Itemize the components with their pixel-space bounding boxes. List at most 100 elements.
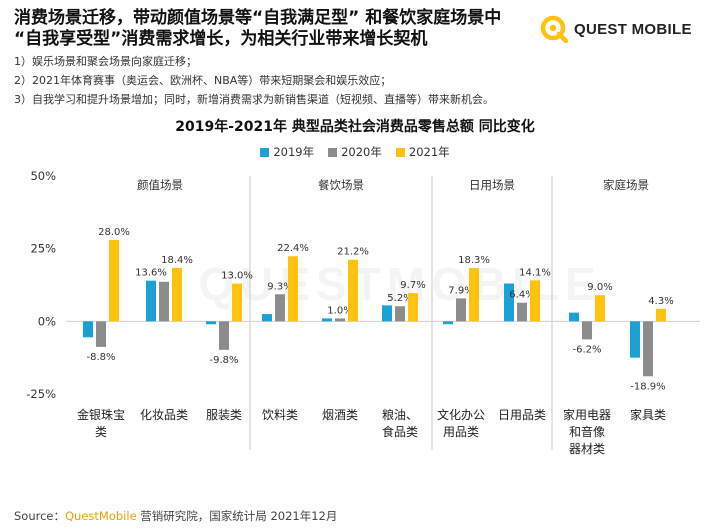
category-label: 服装类 xyxy=(206,408,242,422)
bar xyxy=(643,321,653,377)
chart-legend: 2019年 2020年 2021年 xyxy=(0,144,710,160)
bullet-list: 1）娱乐场景和聚会场景向家庭迁移； 2）2021年体育赛事（奥运会、欧洲杯、NB… xyxy=(14,52,654,109)
category-label: 化妆品类 xyxy=(140,408,188,422)
category-label: 烟酒类 xyxy=(322,408,358,422)
legend-swatch-2019 xyxy=(260,147,270,157)
data-label: 9.0% xyxy=(587,282,612,293)
legend-label-2020: 2020年 xyxy=(341,145,382,159)
watermark-text: QUESTMOBILE xyxy=(198,258,601,310)
category-label: 器材类 xyxy=(569,442,605,456)
data-label: 7.9% xyxy=(448,285,473,296)
bar xyxy=(322,318,332,322)
legend-item-2020: 2020年 xyxy=(328,144,382,160)
source-brand: QuestMobile xyxy=(65,509,137,523)
category-label: 家用电器 xyxy=(563,407,611,422)
group-title: 餐饮场景 xyxy=(318,178,364,192)
legend-item-2019: 2019年 xyxy=(260,144,314,160)
bar xyxy=(469,268,479,322)
data-label: -6.2% xyxy=(572,344,601,355)
bar xyxy=(172,267,182,322)
y-tick-label: -25% xyxy=(26,387,56,401)
bar xyxy=(395,306,405,322)
category-label: 饮料类 xyxy=(262,408,298,422)
source-suffix: 营销研究院，国家统计局 2021年12月 xyxy=(136,509,338,523)
data-label: -18.9% xyxy=(630,381,665,392)
category-label: 食品类 xyxy=(382,424,418,439)
data-label: 14.1% xyxy=(519,267,551,278)
quest-mobile-logo: QUEST MOBILE xyxy=(540,12,700,46)
group-title: 家庭场景 xyxy=(603,178,649,192)
y-tick-label: 25% xyxy=(30,242,56,256)
bar xyxy=(504,283,514,322)
legend-label-2021: 2021年 xyxy=(408,145,450,159)
data-label: 13.0% xyxy=(221,271,253,282)
category-label: 文化办公 xyxy=(437,407,485,422)
bar xyxy=(582,321,592,340)
group-title: 颜值场景 xyxy=(137,178,183,192)
data-label: 22.4% xyxy=(277,243,309,254)
bar xyxy=(109,239,119,322)
bar xyxy=(569,312,579,322)
data-label: 1.0% xyxy=(327,305,352,316)
category-label: 类 xyxy=(95,425,107,439)
data-label: 4.3% xyxy=(648,296,673,307)
data-label: 9.3% xyxy=(267,281,292,292)
headline: 消费场景迁移，带动颜值场景等“自我满足型” 和餐饮家庭场景中 “自我享受型”消费… xyxy=(14,8,534,50)
bar xyxy=(206,321,216,325)
category-label: 金银珠宝 xyxy=(77,407,125,422)
bar xyxy=(275,294,285,322)
legend-swatch-2020 xyxy=(328,147,338,157)
category-label: 粮油、 xyxy=(382,407,418,422)
legend-swatch-2021 xyxy=(395,147,405,157)
y-tick-label: 0% xyxy=(38,314,56,328)
quest-mobile-logo-icon xyxy=(540,15,568,43)
data-label: -8.8% xyxy=(86,352,115,363)
bar xyxy=(530,280,540,322)
data-label: 5.2% xyxy=(387,293,412,304)
legend-item-2021: 2021年 xyxy=(395,144,450,160)
bar xyxy=(146,280,156,322)
logo-text: QUEST MOBILE xyxy=(574,20,692,38)
bar xyxy=(219,321,229,350)
legend-label-2019: 2019年 xyxy=(273,145,315,159)
bar xyxy=(232,283,242,322)
bar xyxy=(83,321,93,338)
bar xyxy=(656,308,666,322)
category-label: 和音像 xyxy=(569,424,605,439)
bullet-item: 1）娱乐场景和聚会场景向家庭迁移； xyxy=(14,55,197,68)
bar xyxy=(262,314,272,322)
bar xyxy=(517,302,527,322)
bar xyxy=(288,256,298,322)
bullet-item: 3）自我学习和提升场景增加；同时，新增消费需求为新销售渠道（短视频、直播等）带来… xyxy=(14,93,494,106)
bar xyxy=(456,298,466,322)
category-label: 日用品类 xyxy=(498,408,546,422)
data-label: 13.6% xyxy=(135,268,167,279)
chart-title: 2019年-2021年 典型品类社会消费品零售总额 同比变化 xyxy=(175,119,535,135)
bar xyxy=(382,305,392,322)
bar xyxy=(408,293,418,322)
bar xyxy=(595,295,605,322)
data-label: 18.3% xyxy=(458,255,490,266)
data-label: -9.8% xyxy=(209,355,238,366)
bar xyxy=(348,259,358,322)
data-label: 18.4% xyxy=(161,255,193,266)
data-label: 6.4% xyxy=(509,290,534,301)
bar xyxy=(630,321,640,358)
category-label: 家具类 xyxy=(630,407,666,422)
category-label: 用品类 xyxy=(443,425,479,439)
bar xyxy=(96,321,106,347)
headline-line-2: “自我享受型”消费需求增长，为相关行业带来增长契机 xyxy=(14,29,428,49)
bar-chart: QUESTMOBILE 50% 25% 0% -25% 颜值场景 餐饮场景 日用场景 家庭场景 1… xyxy=(26,169,700,456)
bar xyxy=(159,281,169,322)
bar xyxy=(335,318,345,322)
data-label: 28.0% xyxy=(98,227,130,238)
bar xyxy=(443,321,453,325)
data-label: 9.7% xyxy=(400,280,425,291)
y-tick-label: 50% xyxy=(30,169,56,183)
headline-line-1: 消费场景迁移，带动颜值场景等“自我满足型” 和餐饮家庭场景中 xyxy=(14,8,502,28)
source-prefix: Source： xyxy=(14,509,65,523)
group-title: 日用场景 xyxy=(469,178,515,192)
bullet-item: 2）2021年体育赛事（奥运会、欧洲杯、NBA等）带来短期聚会和娱乐效应； xyxy=(14,74,392,87)
data-label: 21.2% xyxy=(337,247,369,258)
source-note: Source：QuestMobile 营销研究院，国家统计局 2021年12月 xyxy=(14,508,337,524)
